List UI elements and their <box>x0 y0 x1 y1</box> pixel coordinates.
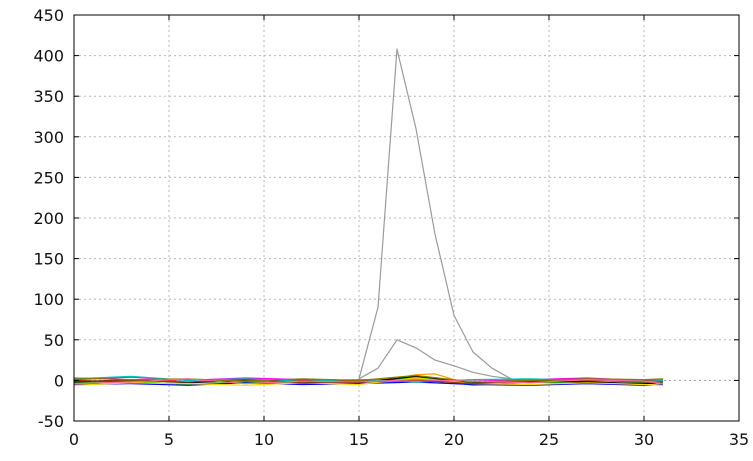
x-tick-label: 15 <box>349 430 369 449</box>
x-tick-label: 35 <box>729 430 749 449</box>
series-group <box>73 48 664 386</box>
grid <box>74 15 739 421</box>
x-tick-label: 25 <box>539 430 559 449</box>
y-tick-label: 400 <box>33 47 64 66</box>
y-tick-label: -50 <box>38 412 64 431</box>
x-tick-label: 5 <box>164 430 174 449</box>
y-axis-ticks: -50 0 50 100 150 200 250 300 350 400 450 <box>33 6 739 431</box>
y-tick-label: 300 <box>33 128 64 147</box>
x-tick-label: 30 <box>634 430 654 449</box>
x-axis-ticks: 0 5 10 15 20 25 30 35 <box>69 15 749 449</box>
x-tick-label: 20 <box>444 430 464 449</box>
x-tick-label: 10 <box>254 430 274 449</box>
series-line-6 <box>73 381 664 386</box>
y-tick-label: 0 <box>54 371 64 390</box>
y-tick-label: 100 <box>33 290 64 309</box>
y-tick-label: 50 <box>44 331 64 350</box>
y-tick-label: 200 <box>33 209 64 228</box>
x-tick-label: 0 <box>69 430 79 449</box>
y-tick-label: 350 <box>33 87 64 106</box>
y-tick-label: 150 <box>33 250 64 269</box>
series-line-2 <box>358 339 512 380</box>
y-tick-label: 250 <box>33 168 64 187</box>
series-line-13 <box>73 378 664 385</box>
series-line-1 <box>358 48 512 380</box>
y-tick-label: 450 <box>33 6 64 25</box>
